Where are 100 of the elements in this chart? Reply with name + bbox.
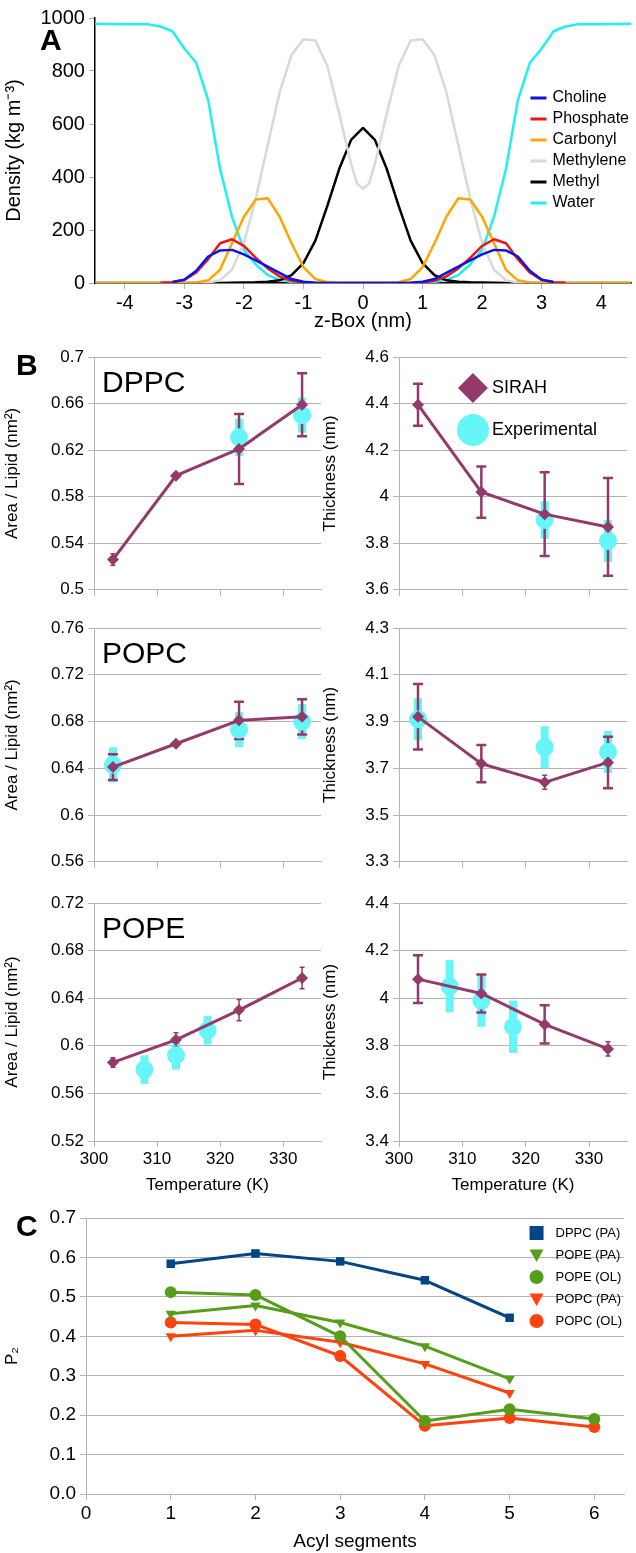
- text: C: [16, 1209, 38, 1243]
- point: [599, 531, 617, 550]
- y-tick-label: 4.6: [365, 346, 389, 366]
- y-tick-label: 0.56: [50, 851, 84, 871]
- y-tick-label: 0.68: [50, 940, 84, 960]
- y-tick-label: 0.64: [50, 757, 84, 777]
- x-tick-label: 1: [165, 1501, 177, 1523]
- chart-title: POPC: [102, 636, 188, 670]
- x-tick-label: 310: [448, 1148, 477, 1168]
- y-axis-title: Thickness (nm): [319, 963, 339, 1081]
- chart-title: DPPC: [102, 365, 186, 399]
- y-tick-label: 0.6: [49, 1245, 76, 1267]
- y-tick-label: 3.8: [365, 532, 389, 552]
- y-tick-label: 600: [51, 111, 85, 134]
- x-tick-label: -3: [175, 290, 194, 313]
- point: [296, 398, 309, 411]
- y-tick-label: 0.3: [49, 1363, 76, 1385]
- legend-label: Choline: [552, 88, 607, 106]
- y-tick-label: 0.4: [49, 1324, 77, 1346]
- point: [503, 1403, 516, 1416]
- legend-label: SIRAH: [491, 376, 547, 397]
- y-tick-label: 4.4: [365, 393, 389, 413]
- y-tick-label: 0.76: [50, 617, 84, 637]
- point: [135, 1060, 154, 1079]
- point: [165, 1310, 176, 1320]
- point: [233, 1004, 246, 1017]
- point: [334, 1330, 347, 1343]
- y-tick-label: 0.64: [50, 987, 84, 1007]
- point: [505, 1313, 514, 1322]
- point: [535, 738, 554, 757]
- legend-label: Water: [552, 193, 596, 211]
- y-axis-title: Thickness (nm): [319, 415, 339, 532]
- point: [504, 1375, 515, 1385]
- y-tick-label: 3.6: [365, 579, 389, 599]
- x-tick-label: 6: [589, 1501, 600, 1523]
- y-axis-title: Thickness (nm): [319, 686, 339, 803]
- y-tick-label: 3.8: [365, 1035, 389, 1055]
- y-tick-label: 0.5: [60, 579, 84, 599]
- y-tick-label: 0.2: [49, 1403, 76, 1425]
- y-tick-label: 800: [51, 58, 85, 81]
- x-axis-title: Temperature (K): [451, 1175, 575, 1195]
- y-axis-title: Density (kg m⁻³): [1, 79, 24, 222]
- y-tick-label: 3.4: [365, 1130, 389, 1150]
- chart-title: POPE: [102, 911, 186, 945]
- x-tick-label: 320: [205, 1148, 235, 1168]
- x-tick-label: -2: [234, 290, 253, 313]
- y-axis-title: Area / Lipid (nm²): [1, 956, 21, 1088]
- legend-label: POPC (OL): [555, 1312, 623, 1328]
- x-tick-label: 4: [595, 290, 607, 313]
- y-tick-label: 0.62: [50, 439, 84, 459]
- text: B: [16, 348, 38, 382]
- y-tick-label: 0.6: [60, 1035, 84, 1055]
- y-tick-label: 0.58: [50, 486, 84, 506]
- x-tick-label: 4: [419, 1501, 431, 1523]
- x-tick-label: 330: [268, 1148, 298, 1168]
- y-tick-label: 4: [379, 486, 389, 506]
- x-tick-label: 300: [384, 1148, 414, 1168]
- point: [169, 737, 182, 750]
- y-tick-label: 0.0: [49, 1482, 76, 1504]
- x-tick-label: -1: [294, 290, 313, 313]
- point: [418, 1415, 431, 1428]
- y-tick-label: 0.66: [50, 393, 84, 413]
- x-axis-title: Temperature (K): [146, 1175, 269, 1195]
- y-tick-label: 3.9: [365, 711, 389, 731]
- y-tick-label: 0.52: [50, 1130, 84, 1150]
- x-tick-label: 3: [334, 1501, 346, 1523]
- x-tick-label: 330: [574, 1148, 604, 1168]
- point: [296, 971, 309, 984]
- x-tick-label: 1: [416, 290, 429, 313]
- y-tick-label: 0: [73, 270, 85, 293]
- x-tick-label: -4: [115, 290, 134, 313]
- y-tick-label: 4.2: [365, 940, 389, 960]
- y-tick-label: 4.2: [365, 439, 389, 459]
- x-tick-label: 320: [511, 1148, 540, 1168]
- x-tick-label: 2: [250, 1501, 261, 1523]
- y-tick-label: 4.3: [365, 617, 389, 637]
- y-tick-label: 3.6: [365, 1083, 389, 1103]
- y-tick-label: 0.54: [50, 532, 84, 552]
- point: [538, 1018, 551, 1031]
- legend-label: POPC (PA): [555, 1290, 622, 1306]
- y-tick-label: 0.7: [60, 346, 84, 366]
- legend-label: POPE (OL): [555, 1268, 622, 1284]
- point: [419, 1343, 431, 1353]
- point: [230, 428, 249, 447]
- point: [166, 1259, 175, 1268]
- y-axis-title: Area / Lipid (nm²): [1, 407, 21, 540]
- point: [475, 987, 488, 1000]
- y-tick-label: 3.3: [365, 851, 389, 871]
- point: [251, 1249, 260, 1258]
- point: [166, 1046, 185, 1065]
- x-tick-label: 300: [79, 1148, 109, 1168]
- x-tick-label: 310: [142, 1148, 172, 1168]
- y-tick-label: 0.56: [50, 1083, 84, 1103]
- x-tick-label: 3: [536, 290, 548, 313]
- point: [250, 1327, 261, 1337]
- point: [335, 1257, 345, 1266]
- x-tick-label: 2: [476, 290, 488, 313]
- point: [249, 1288, 262, 1301]
- y-axis-title: P₂: [1, 1347, 21, 1365]
- point: [419, 1360, 431, 1370]
